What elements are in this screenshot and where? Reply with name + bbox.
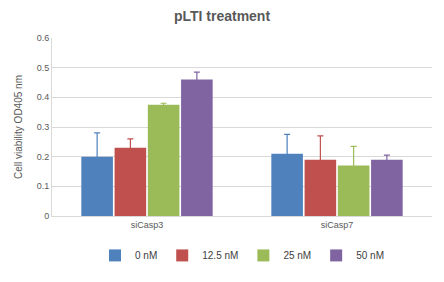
svg-text:25 nM: 25 nM [283,250,311,261]
svg-text:siCasp3: siCasp3 [131,220,164,230]
svg-text:0.2: 0.2 [37,152,50,162]
svg-text:Cell viability OD405 nm: Cell viability OD405 nm [13,75,24,179]
svg-text:pLTI treatment: pLTI treatment [174,8,271,24]
svg-text:0.1: 0.1 [37,181,50,191]
svg-text:12.5 nM: 12.5 nM [202,250,238,261]
svg-text:0.4: 0.4 [37,92,50,102]
svg-text:0 nM: 0 nM [135,250,157,261]
svg-text:0.5: 0.5 [37,63,50,73]
svg-text:siCasp7: siCasp7 [321,220,354,230]
svg-text:0.6: 0.6 [37,33,50,43]
svg-text:0.3: 0.3 [37,122,50,132]
svg-text:50 nM: 50 nM [356,250,384,261]
svg-text:0: 0 [44,211,49,221]
